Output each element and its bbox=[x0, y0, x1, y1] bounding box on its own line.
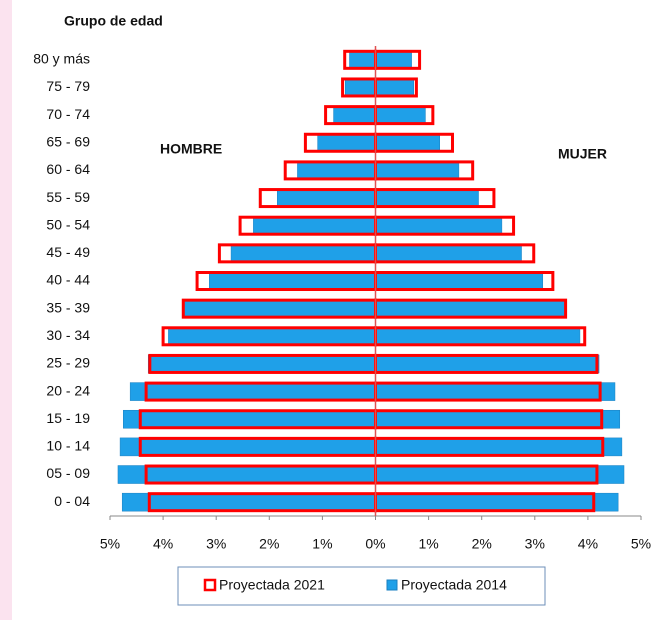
y-tick-label: 55 - 59 bbox=[46, 189, 90, 205]
y-tick-label: 65 - 69 bbox=[46, 133, 90, 149]
y-tick-label: 80 y más bbox=[33, 51, 90, 67]
legend-swatch bbox=[203, 578, 217, 592]
bar bbox=[375, 354, 600, 374]
x-tick-label: 5% bbox=[100, 536, 120, 552]
x-tick-label: 1% bbox=[418, 536, 438, 552]
x-tick-label: 3% bbox=[206, 536, 226, 552]
y-tick-label: 25 - 29 bbox=[46, 355, 90, 371]
bar bbox=[375, 50, 412, 70]
legend-swatch bbox=[386, 579, 398, 591]
background-edge bbox=[0, 0, 12, 620]
bar bbox=[375, 437, 623, 457]
x-tick-label: 0% bbox=[365, 536, 385, 552]
bar bbox=[317, 133, 376, 153]
bar bbox=[230, 244, 376, 263]
bar bbox=[375, 271, 544, 291]
bar bbox=[183, 299, 376, 318]
x-tick-label: 2% bbox=[472, 536, 492, 552]
bar bbox=[117, 465, 376, 484]
y-tick-label: 35 - 39 bbox=[46, 299, 90, 315]
x-tick-label: 1% bbox=[312, 536, 332, 552]
bar bbox=[375, 382, 616, 401]
bar bbox=[375, 105, 426, 125]
x-tick-label: 3% bbox=[525, 536, 545, 552]
bar bbox=[375, 78, 414, 97]
legend-box bbox=[177, 566, 546, 606]
y-tick-label: 50 - 54 bbox=[46, 216, 90, 232]
y-tick-label: 10 - 14 bbox=[46, 438, 90, 454]
bar bbox=[209, 271, 376, 291]
y-tick-label: 15 - 19 bbox=[46, 410, 90, 426]
bar bbox=[375, 299, 566, 318]
bar bbox=[375, 409, 621, 429]
y-tick-label: 70 - 74 bbox=[46, 106, 90, 122]
bar bbox=[168, 327, 376, 346]
y-tick-label: 60 - 64 bbox=[46, 161, 90, 177]
bar bbox=[123, 409, 376, 429]
x-tick-label: 5% bbox=[631, 536, 651, 552]
bar bbox=[375, 492, 619, 512]
y-tick-label: 45 - 49 bbox=[46, 244, 90, 260]
bar bbox=[375, 188, 479, 208]
bar bbox=[277, 188, 376, 208]
y-tick-label: 20 - 24 bbox=[46, 382, 90, 398]
bar bbox=[375, 327, 581, 346]
bar bbox=[349, 50, 376, 70]
bar bbox=[297, 161, 376, 180]
y-tick-label: 75 - 79 bbox=[46, 78, 90, 94]
legend-label: Proyectada 2014 bbox=[401, 577, 507, 593]
left-label: HOMBRE bbox=[160, 141, 222, 157]
bar bbox=[129, 382, 376, 401]
bar bbox=[375, 244, 522, 263]
x-tick-label: 4% bbox=[578, 536, 598, 552]
chart-title: Grupo de edad bbox=[64, 13, 163, 29]
bar bbox=[344, 78, 376, 97]
bar bbox=[121, 492, 376, 512]
bar bbox=[333, 105, 376, 125]
y-tick-label: 0 - 04 bbox=[54, 493, 90, 509]
bar bbox=[253, 216, 376, 235]
x-tick-label: 4% bbox=[153, 536, 173, 552]
legend-label: Proyectada 2021 bbox=[219, 577, 325, 593]
y-tick-label: 30 - 34 bbox=[46, 327, 90, 343]
bar bbox=[375, 133, 441, 153]
x-tick-label: 2% bbox=[259, 536, 279, 552]
bar bbox=[119, 437, 376, 457]
bar bbox=[147, 354, 376, 374]
y-tick-label: 05 - 09 bbox=[46, 465, 90, 481]
y-tick-label: 40 - 44 bbox=[46, 272, 90, 288]
bar bbox=[375, 161, 460, 180]
bar bbox=[375, 465, 625, 484]
right-label: MUJER bbox=[558, 146, 607, 162]
bar bbox=[375, 216, 503, 235]
